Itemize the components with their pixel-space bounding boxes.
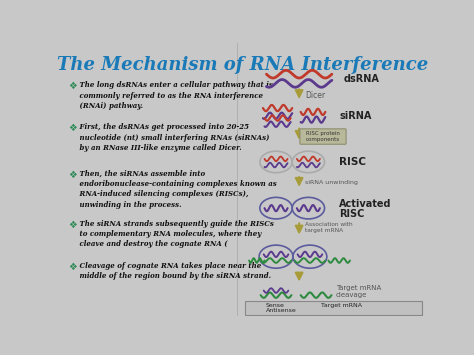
- Text: Antisense: Antisense: [266, 308, 297, 313]
- Text: The Mechanism of RNA Interference: The Mechanism of RNA Interference: [57, 56, 428, 75]
- Text: First, the dsRNAs get processed into 20-25
 nucleotide (nt) small interfering RN: First, the dsRNAs get processed into 20-…: [77, 124, 270, 152]
- Text: Activated: Activated: [339, 199, 392, 209]
- Text: ❖: ❖: [68, 81, 77, 91]
- Text: Cleavage of cognate RNA takes place near the
 middle of the region bound by the : Cleavage of cognate RNA takes place near…: [77, 262, 272, 280]
- Text: ❖: ❖: [68, 220, 77, 230]
- FancyBboxPatch shape: [245, 301, 422, 315]
- Text: The long dsRNAs enter a cellular pathway that is
 commonly referred to as the RN: The long dsRNAs enter a cellular pathway…: [77, 81, 273, 110]
- Text: ❖: ❖: [68, 170, 77, 180]
- Text: Target mRNA
cleavage: Target mRNA cleavage: [336, 285, 382, 298]
- Text: RISC: RISC: [339, 157, 366, 167]
- Text: The siRNA strands subsequently guide the RISCs
 to complementary RNA molecules, : The siRNA strands subsequently guide the…: [77, 220, 274, 248]
- Text: Sense: Sense: [266, 303, 285, 308]
- Text: Target mRNA: Target mRNA: [321, 303, 363, 308]
- Text: RISC: RISC: [339, 208, 365, 219]
- Text: siRNA: siRNA: [339, 111, 372, 121]
- Text: RISC protein
components: RISC protein components: [306, 131, 340, 142]
- Text: Association with
target mRNA: Association with target mRNA: [305, 222, 353, 233]
- Text: siRNA unwinding: siRNA unwinding: [305, 180, 358, 185]
- Text: dsRNA: dsRNA: [344, 74, 380, 84]
- FancyBboxPatch shape: [300, 129, 346, 144]
- Text: ❖: ❖: [68, 124, 77, 133]
- Text: Dicer: Dicer: [305, 91, 326, 100]
- Text: ❖: ❖: [68, 262, 77, 272]
- Text: Then, the siRNAs assemble into
 endoribonuclease-containing complexes known as
 : Then, the siRNAs assemble into endoribon…: [77, 170, 277, 209]
